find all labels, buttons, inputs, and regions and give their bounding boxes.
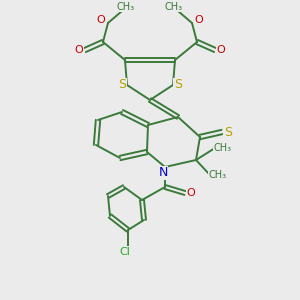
Text: CH₃: CH₃: [117, 2, 135, 12]
Text: O: O: [217, 45, 225, 55]
Text: O: O: [75, 45, 83, 55]
Text: CH₃: CH₃: [209, 170, 227, 180]
Text: S: S: [118, 79, 126, 92]
Text: S: S: [174, 79, 182, 92]
Text: O: O: [97, 15, 105, 25]
Text: Cl: Cl: [120, 247, 130, 257]
Text: O: O: [187, 188, 195, 198]
Text: S: S: [224, 125, 232, 139]
Text: CH₃: CH₃: [214, 143, 232, 153]
Text: CH₃: CH₃: [165, 2, 183, 12]
Text: N: N: [158, 167, 168, 179]
Text: O: O: [195, 15, 203, 25]
